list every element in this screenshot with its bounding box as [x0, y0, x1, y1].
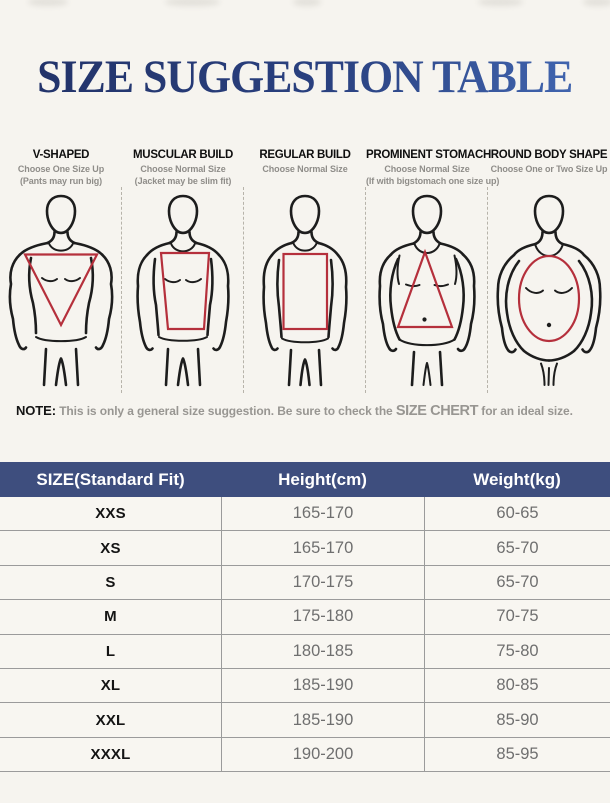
- table-row: M 175-180 70-75: [0, 600, 610, 635]
- advice-line: Choose Normal Size: [384, 164, 470, 174]
- muscular-figure-illustration: [136, 194, 230, 387]
- body-type-name: PROMINENT STOMACH: [366, 149, 492, 161]
- table-row: L 180-185 75-80: [0, 634, 610, 669]
- v-shaped-figure-illustration: [8, 194, 114, 387]
- trapezoid-overlay: [159, 251, 211, 331]
- advice-line: Choose Normal Size: [262, 164, 348, 174]
- column-divider: [243, 187, 244, 393]
- column-divider: [487, 187, 488, 393]
- size-table: SIZE(Standard Fit) Height(cm) Weight(kg)…: [0, 462, 610, 773]
- triangle-overlay: [396, 248, 454, 329]
- advice-note: (If with bigstomach one size up): [366, 175, 500, 186]
- table-row: XL 185-190 80-85: [0, 668, 610, 704]
- weight-cell: 80-85: [424, 668, 610, 703]
- body-type-guide: V-SHAPED Choose One Size Up (Pants may r…: [0, 143, 610, 395]
- height-cell: 175-180: [221, 600, 424, 634]
- body-type-round: ROUND BODY SHAPE Choose One or Two Size …: [488, 143, 610, 395]
- header-size: SIZE(Standard Fit): [36, 469, 185, 489]
- advice-line: Choose One Size Up: [17, 164, 105, 174]
- oval-overlay: [517, 254, 581, 343]
- size-cell: XXS: [95, 505, 126, 523]
- top-edge-artifact: [165, 0, 220, 6]
- note-label: NOTE:: [16, 403, 56, 418]
- weight-cell: 85-95: [424, 737, 610, 772]
- height-cell: 190-200: [221, 737, 424, 772]
- height-cell: 185-190: [221, 668, 424, 703]
- table-row: XXL 185-190 85-90: [0, 703, 610, 738]
- column-divider: [121, 187, 122, 393]
- height-cell: 165-170: [221, 497, 424, 531]
- column-divider: [365, 187, 366, 393]
- weight-cell: 65-70: [424, 565, 610, 600]
- header-height: Height(cm): [278, 469, 367, 489]
- body-type-v-shaped: V-SHAPED Choose One Size Up (Pants may r…: [0, 143, 122, 395]
- body-type-regular: REGULAR BUILD Choose Normal Size: [244, 143, 366, 395]
- inverted-triangle-overlay: [23, 253, 99, 328]
- page-title-wrap: SIZE SUGGESTION TABLE: [0, 50, 610, 104]
- regular-figure-illustration: [262, 194, 348, 387]
- height-cell: 185-190: [221, 703, 424, 737]
- size-cell: L: [105, 642, 116, 660]
- height-cell: 170-175: [221, 565, 424, 600]
- page-title: SIZE SUGGESTION TABLE: [37, 51, 573, 103]
- size-table-header: SIZE(Standard Fit) Height(cm) Weight(kg): [0, 462, 610, 497]
- body-type-prominent-stomach: PROMINENT STOMACH Choose Normal Size (If…: [366, 143, 500, 395]
- body-type-advice: Choose Normal Size: [244, 164, 366, 189]
- top-edge-artifact: [293, 0, 321, 6]
- body-type-advice: Choose One or Two Size Up: [488, 164, 610, 189]
- advice-note: (Pants may run big): [19, 175, 103, 186]
- body-type-name: V-SHAPED: [32, 149, 90, 161]
- note-text-before: This is only a general size suggestion. …: [59, 404, 393, 418]
- prominent-stomach-figure-illustration: [378, 194, 476, 387]
- weight-cell: 60-65: [424, 497, 610, 531]
- size-cell: XS: [100, 539, 121, 557]
- weight-cell: 65-70: [424, 531, 610, 565]
- body-type-name: MUSCULAR BUILD: [133, 149, 233, 161]
- table-row: XS 165-170 65-70: [0, 531, 610, 566]
- body-type-muscular: MUSCULAR BUILD Choose Normal Size (Jacke…: [122, 143, 244, 395]
- table-row: XXS 165-170 60-65: [0, 497, 610, 532]
- advice-line: Choose One or Two Size Up: [490, 164, 608, 174]
- round-body-figure-illustration: [496, 194, 602, 386]
- height-cell: 165-170: [221, 531, 424, 565]
- height-cell: 180-185: [221, 634, 424, 668]
- note-text-after: for an ideal size.: [481, 404, 573, 418]
- body-type-advice: Choose Normal Size (If with bigstomach o…: [366, 164, 500, 189]
- size-cell: XXL: [95, 711, 126, 729]
- advice-line: Choose Normal Size: [140, 164, 226, 174]
- header-weight: Weight(kg): [473, 469, 561, 489]
- size-cell: XL: [100, 677, 121, 695]
- rectangle-overlay: [282, 252, 329, 331]
- advice-note: (Jacket may be slim fit): [134, 175, 232, 186]
- size-cell: S: [105, 573, 116, 591]
- body-type-name: ROUND BODY SHAPE: [490, 149, 608, 161]
- size-cell: XXXL: [90, 745, 131, 763]
- weight-cell: 70-75: [424, 600, 610, 634]
- weight-cell: 85-90: [424, 703, 610, 737]
- body-type-name: REGULAR BUILD: [259, 149, 351, 161]
- top-edge-artifact: [583, 0, 610, 6]
- top-edge-artifact: [28, 0, 68, 6]
- note-line: NOTE: This is only a general size sugges…: [16, 403, 610, 419]
- body-type-advice: Choose One Size Up (Pants may run big): [0, 164, 122, 189]
- top-edge-artifact: [478, 0, 523, 6]
- size-cell: M: [104, 608, 117, 626]
- table-row: XXXL 190-200 85-95: [0, 737, 610, 773]
- table-row: S 170-175 65-70: [0, 565, 610, 601]
- body-type-advice: Choose Normal Size (Jacket may be slim f…: [122, 164, 244, 189]
- note-highlight: SIZE CHERT: [395, 403, 479, 419]
- weight-cell: 75-80: [424, 634, 610, 668]
